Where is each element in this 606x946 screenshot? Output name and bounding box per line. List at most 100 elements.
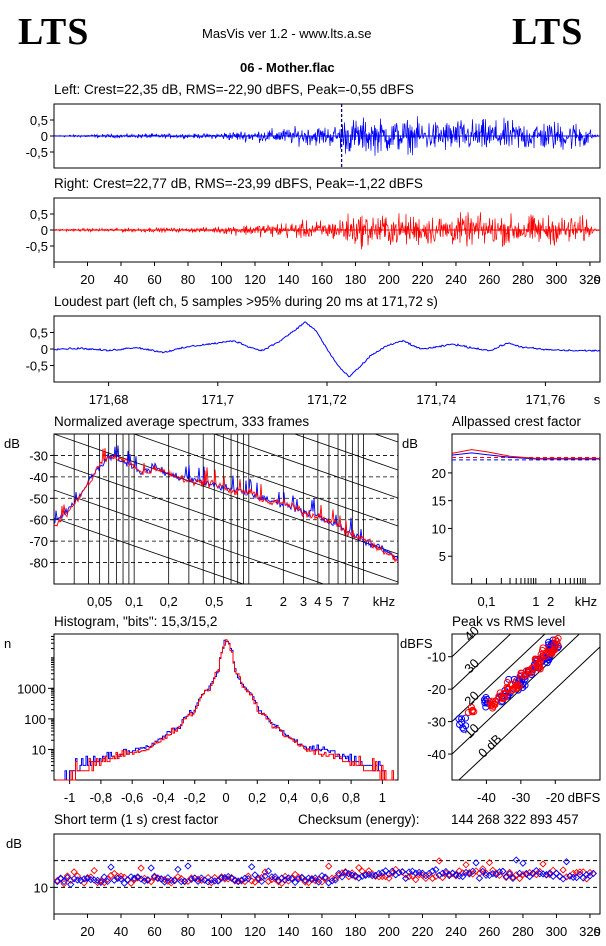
loudest-panel-title: Loudest part (left ch, 5 samples >95% du…: [54, 294, 438, 309]
crest-xunit: s: [594, 924, 601, 939]
peakrms-ytick-label: -40: [427, 747, 446, 762]
peakrms-xtick-label: -30: [511, 790, 530, 805]
spectrum-slope-line: [54, 238, 398, 358]
crest-ytick-label: 10: [34, 880, 48, 895]
loudest-xtick-label: 171,76: [526, 392, 566, 407]
crest-point-left: [428, 867, 437, 875]
peakrms-xtick-label: -20: [546, 790, 565, 805]
crest-point-left: [475, 874, 484, 882]
peakrms-point-left: [460, 725, 468, 733]
crest-point-left: [174, 865, 182, 874]
histogram-panel-title: Histogram, "bits": 15,3/15,2: [54, 614, 218, 629]
peakrms-point-right: [542, 652, 550, 660]
spectrum-frame: [53, 433, 399, 585]
crest-point-right: [264, 877, 273, 886]
spectrum-ytick-label: -30: [29, 448, 48, 463]
histogram-xtick-label: -0,4: [152, 790, 174, 805]
crest-point-left: [358, 872, 366, 881]
peakrms-point-right: [538, 647, 546, 655]
allpass-ytick-label: 15: [432, 494, 446, 509]
peakrms-point-left: [458, 715, 466, 723]
spectrum-slope-line: [54, 434, 398, 555]
crest-point-right: [207, 879, 216, 887]
crest-point-left: [311, 874, 319, 882]
peakrms-point-right: [513, 677, 521, 685]
spectrum-xtick-label: 2: [280, 594, 287, 609]
peakrms-point-right: [534, 662, 542, 670]
crest-point-left: [147, 864, 155, 872]
crest-point-left: [258, 877, 266, 886]
allpass-ytick-label: 5: [439, 549, 446, 564]
peakrms-point-right: [551, 642, 559, 650]
peakrms-point-right: [467, 703, 475, 711]
crest-xtick-label: 60: [147, 924, 161, 939]
crest-point-right: [455, 867, 463, 875]
crest-point-left: [512, 856, 520, 864]
allpass-xtick-label: 0,1: [477, 594, 495, 609]
crest-point-right: [552, 869, 561, 878]
crest-point-right: [539, 860, 547, 868]
spectrum-xlabel: kHz: [373, 594, 395, 609]
peakrms-point-right: [499, 694, 507, 702]
crest-point-right: [261, 868, 269, 876]
crest-point-left: [247, 863, 256, 871]
spectrum-xtick-label: 3: [300, 594, 307, 609]
crest-point-left: [314, 878, 323, 886]
peakrms-point-right: [503, 686, 511, 694]
allpass-series-right: [451, 449, 600, 459]
crest-xtick-label: 180: [345, 924, 367, 939]
crest-point-right: [63, 872, 72, 880]
spectrum-ytick-label: -80: [29, 556, 48, 571]
crest-point-right: [512, 871, 520, 879]
crest-point-right: [465, 868, 473, 877]
spectrum-xtick-label: 0,2: [160, 594, 178, 609]
crest-point-right: [308, 874, 316, 883]
left-waveform-ytick-label: 0,5: [30, 113, 48, 128]
crest-point-right: [505, 868, 514, 877]
spectrum-ytick-label: -60: [29, 513, 48, 528]
crest-point-left: [472, 859, 480, 867]
crest-point-right: [288, 874, 296, 882]
peakrms-point-right: [503, 678, 511, 686]
allpass-xtick-label: 2: [547, 594, 554, 609]
crest-point-left: [479, 867, 487, 876]
peakrms-ytick-label: -20: [427, 682, 446, 697]
crest-xtick-label: 300: [546, 924, 568, 939]
crest-point-left: [388, 867, 396, 875]
right-waveform-xtick-label: 220: [412, 272, 434, 287]
crest-point-left: [224, 872, 232, 881]
loudest-ytick-label: -0,5: [26, 359, 48, 374]
logo-left: LTS: [18, 11, 90, 53]
spectrum-xtick-label: 5: [325, 594, 332, 609]
peakrms-xlabel: dBFS: [568, 790, 601, 805]
crest-point-left: [519, 859, 527, 867]
histogram-ylabel: n: [4, 636, 11, 651]
spectrum-panel-title: Normalized average spectrum, 333 frames: [54, 414, 310, 429]
spectrum-ylabel: dB: [4, 436, 20, 451]
crest-frame: [53, 833, 601, 915]
crest-point-right: [428, 874, 437, 883]
crest-point-right: [325, 862, 333, 870]
crest-point-left: [103, 877, 112, 886]
peakrms-point-right: [464, 708, 472, 716]
crest-point-right: [147, 877, 155, 886]
crest-point-left: [100, 873, 108, 881]
crest-point-left: [469, 867, 477, 875]
crest-point-left: [254, 874, 262, 882]
crest-point-left: [93, 876, 102, 885]
peakrms-diagonal-label: 40: [461, 623, 482, 644]
crest-point-left: [542, 870, 551, 879]
crest-point-left: [351, 872, 360, 880]
crest-point-left: [459, 872, 467, 881]
crest-point-left: [448, 869, 457, 877]
right-waveform-xtick-label: 140: [278, 272, 300, 287]
crest-point-right: [227, 873, 236, 882]
crest-point-left: [191, 874, 199, 882]
right-waveform-xtick-label: 100: [211, 272, 233, 287]
crest-point-left: [361, 871, 370, 879]
spectrum-xtick-label: 0,05: [87, 594, 112, 609]
crest-point-right: [57, 875, 65, 883]
crest-point-left: [217, 874, 226, 882]
crest-point-left: [204, 878, 212, 886]
crest-point-right: [204, 873, 212, 882]
